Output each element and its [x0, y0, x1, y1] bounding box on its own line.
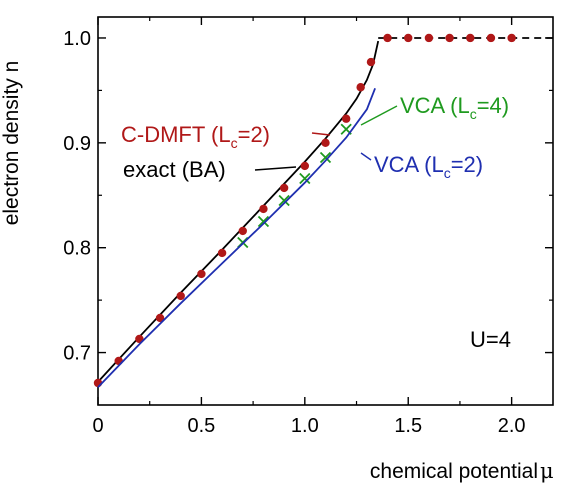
series-exact-ba: [97, 40, 380, 383]
data-point-cdmft: [486, 33, 496, 43]
x-tick-label: 0.5: [188, 415, 216, 437]
y-tick-label: 1.0: [63, 28, 91, 50]
data-point-cdmft: [366, 57, 376, 67]
x-tick-label: 1.5: [394, 415, 422, 437]
y-tick-label: 0.8: [63, 238, 91, 260]
data-point-cdmft: [507, 33, 516, 43]
data-point-cdmft: [279, 183, 289, 193]
annotation-parameter: U=4: [470, 327, 511, 352]
leader-line-cdmft: [311, 132, 331, 136]
x-axis-title: chemical potential: [370, 460, 538, 483]
x-tick-label: 0: [92, 415, 103, 437]
data-point-vca4: [278, 194, 290, 207]
y-tick-label: 0.7: [63, 343, 91, 365]
leader-line-vca2: [360, 152, 372, 161]
series-layer: [93, 33, 553, 388]
annotation-vca4: VCA (Lc=4): [400, 93, 509, 122]
data-point-cdmft: [321, 138, 330, 148]
data-point-cdmft: [404, 33, 413, 43]
data-point-vca4: [319, 151, 332, 164]
plot-area: [97, 16, 554, 406]
data-point-cdmft: [341, 114, 351, 123]
series-line-exact-ba: [97, 40, 380, 383]
annotation-cdmft: C-DMFT (Lc=2): [121, 122, 270, 151]
data-point-cdmft: [383, 33, 392, 43]
data-point-cdmft: [217, 248, 227, 258]
data-point-cdmft: [466, 33, 475, 43]
ticks-layer: 0 0.5 1.0 1.5 2.0 0.7 0.8 0.9 1.0: [63, 17, 553, 437]
annotation-vca2: VCA (Lc=2): [374, 152, 483, 181]
data-point-cdmft: [238, 226, 247, 236]
data-point-cdmft: [424, 33, 434, 43]
data-point-cdmft: [445, 33, 454, 43]
data-point-vca4: [257, 215, 270, 228]
data-point-cdmft: [356, 83, 365, 92]
x-axis-symbol: μ: [540, 459, 554, 483]
y-axis-title: electron density n: [0, 61, 23, 226]
data-point-cdmft: [197, 269, 206, 279]
data-point-cdmft: [176, 291, 185, 301]
leader-line-exact: [254, 166, 297, 171]
series-line-vca-l-c-2: [97, 87, 376, 388]
data-point-cdmft: [155, 313, 165, 323]
data-point-cdmft: [259, 204, 268, 214]
data-point-vca4: [299, 172, 311, 185]
x-tick-label: 2.0: [498, 415, 526, 437]
data-point-cdmft: [300, 161, 310, 171]
x-tick-label: 1.0: [291, 415, 319, 437]
plot-frame: [97, 16, 554, 406]
y-tick-label: 0.9: [63, 133, 91, 155]
leader-line-vca4: [360, 105, 398, 126]
series-vca-l-c-2: [97, 87, 376, 388]
annotation-exact: exact (BA): [123, 157, 226, 182]
series-c-dmft-l-c-2: [93, 33, 516, 388]
